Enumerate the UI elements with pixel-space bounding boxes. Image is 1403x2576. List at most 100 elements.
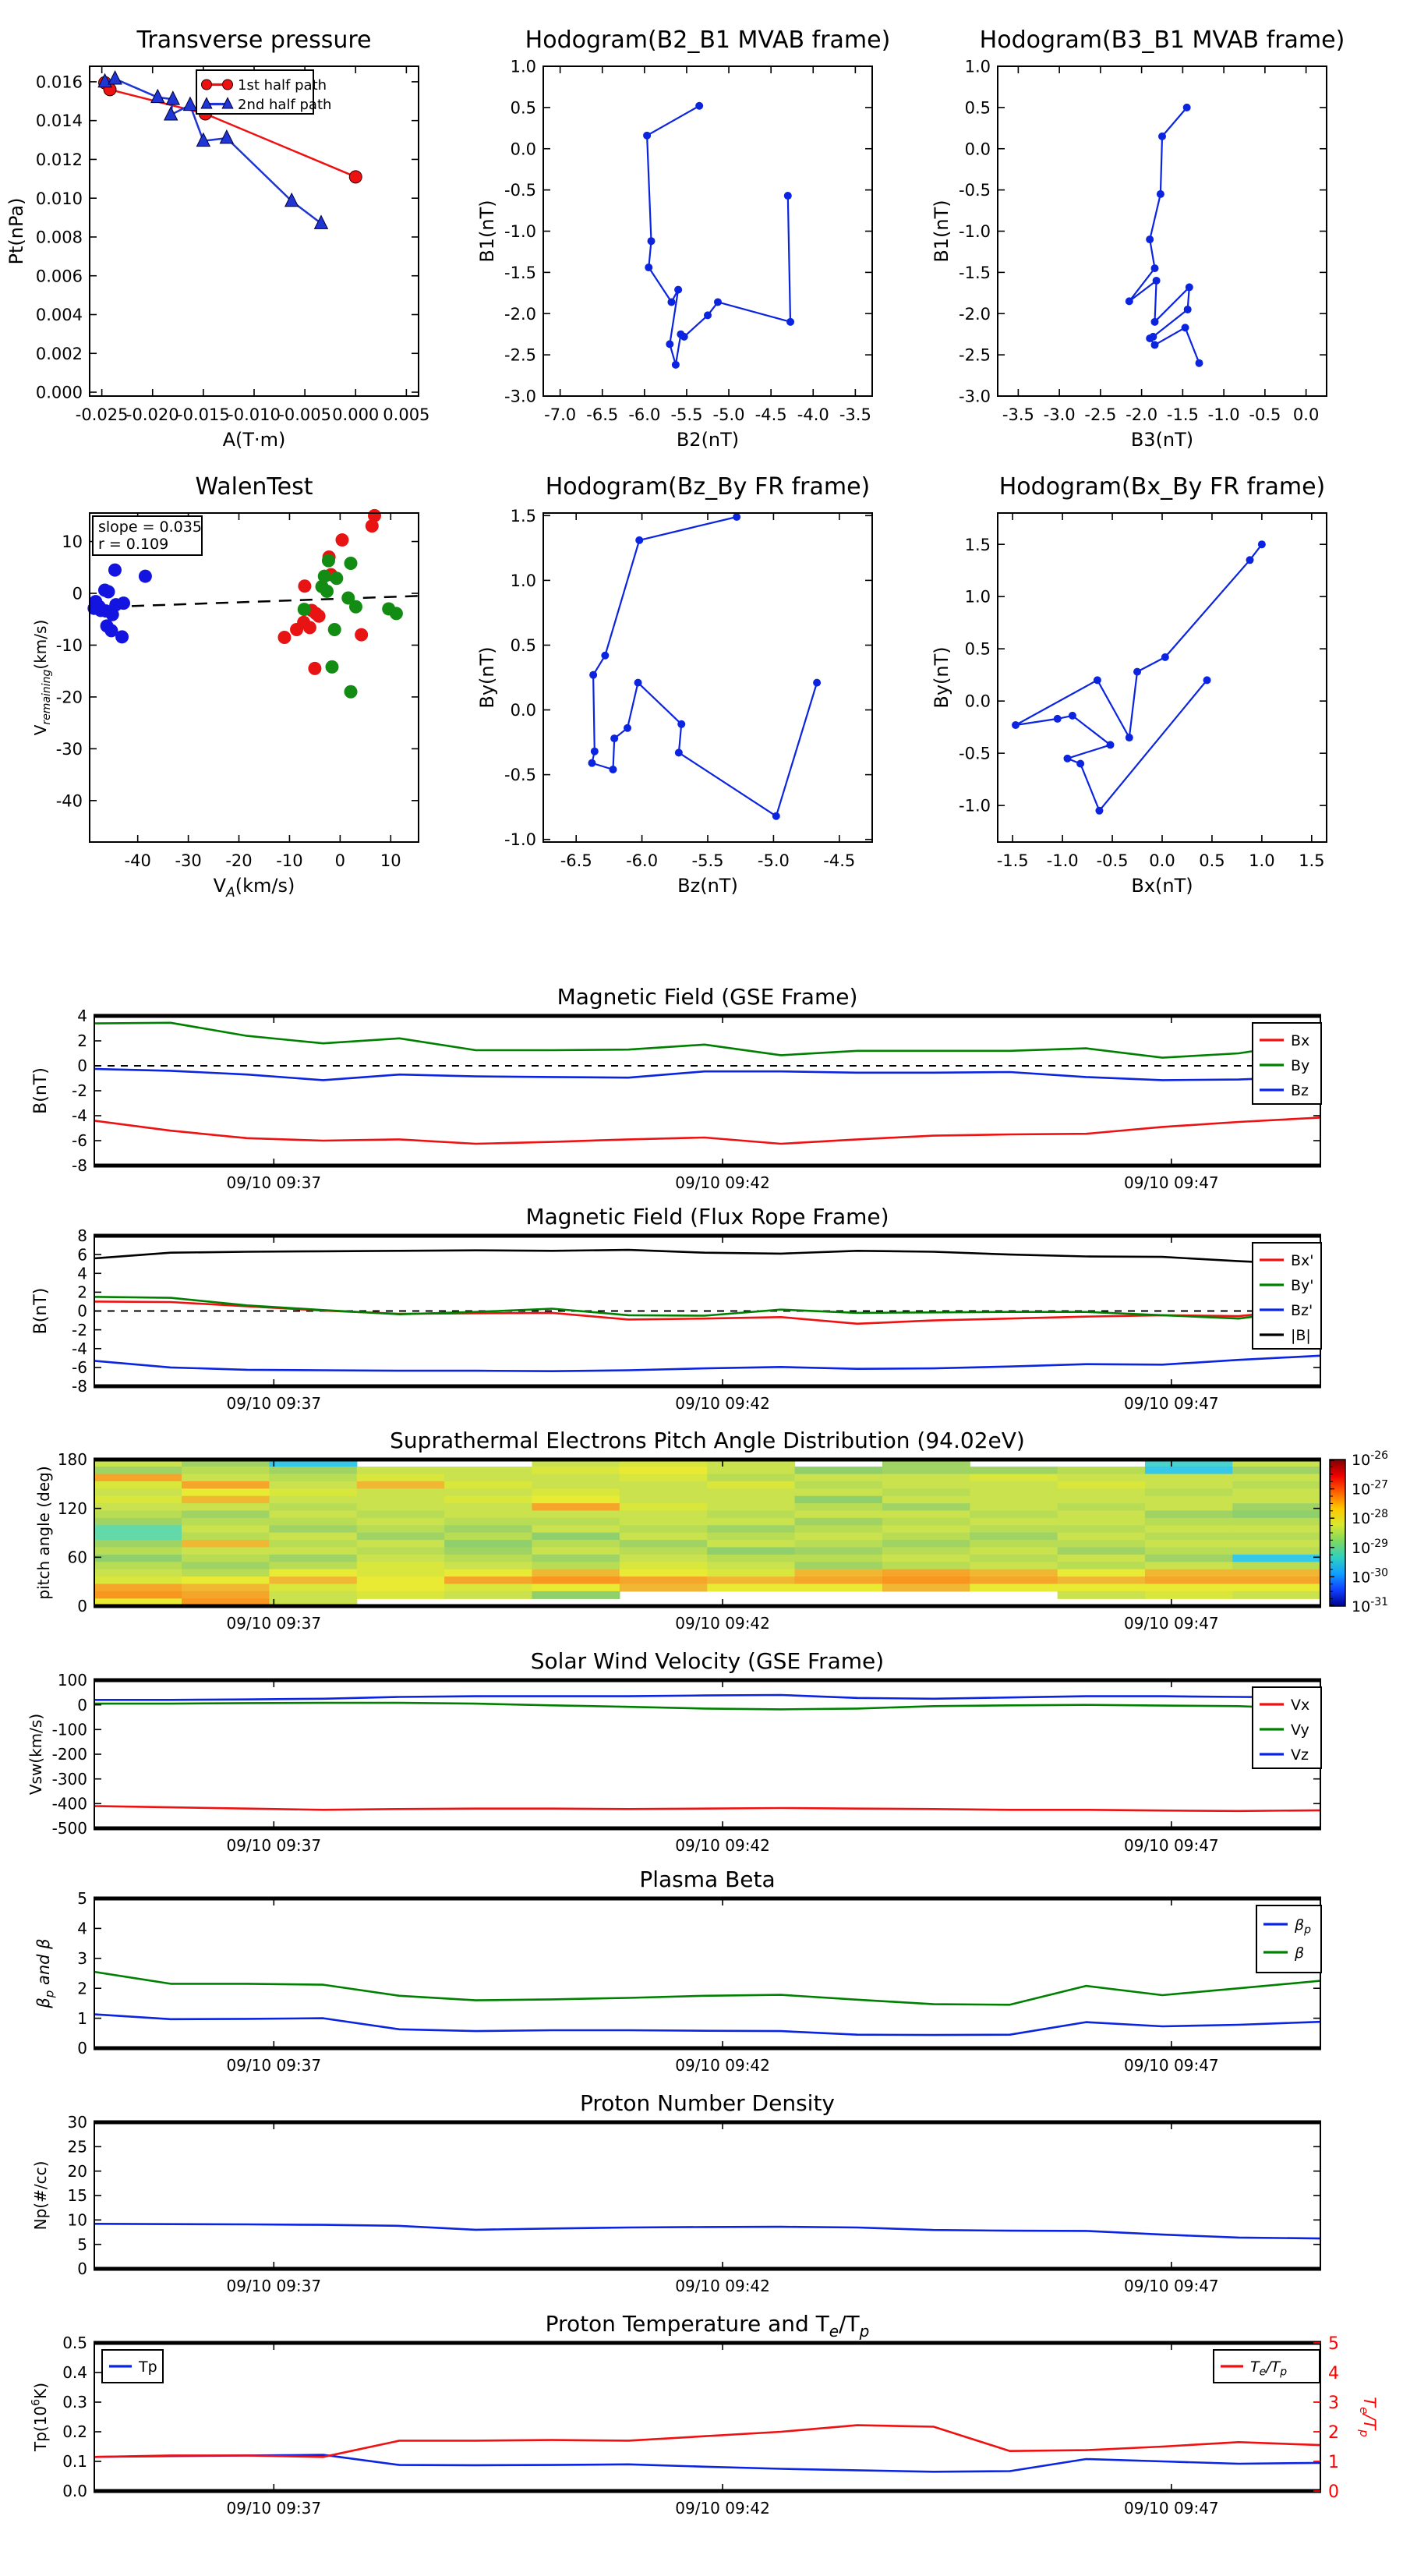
heatmap-cell — [444, 1488, 533, 1497]
heatmap-cell — [269, 1467, 358, 1475]
y-tick-label: -20 — [56, 688, 83, 706]
heatmap-cell — [444, 1540, 533, 1548]
x-tick-label: 09/10 09:47 — [1124, 1173, 1219, 1192]
heatmap-cell — [269, 1525, 358, 1534]
y-axis-label: Tp(106K) — [30, 2383, 50, 2452]
series-by-fr — [94, 1296, 1321, 1320]
y-tick-label: 0.006 — [36, 267, 83, 285]
data-point — [645, 264, 653, 272]
panel-title: Solar Wind Velocity (GSE Frame) — [531, 1648, 884, 1674]
data-point — [624, 724, 632, 732]
heatmap-cell — [182, 1503, 270, 1512]
data-point — [589, 671, 598, 679]
y-tick-label: 15 — [68, 2186, 87, 2205]
x-tick-label: 09/10 09:42 — [675, 1394, 770, 1413]
heatmap-cell — [1232, 1503, 1321, 1512]
legend-label: 2nd half path — [238, 97, 331, 113]
colorbar-tick-label: 10-29 — [1352, 1537, 1388, 1557]
legend-label: Bx — [1291, 1032, 1309, 1049]
data-point — [647, 237, 656, 246]
series-bz-gse — [94, 1067, 1321, 1081]
heatmap-cell — [619, 1481, 708, 1489]
panel-magnetic-field-flux-rope: 09/10 09:37 09/10 09:42 09/10 09:47 -8-6-4-… — [31, 1204, 1322, 1413]
heatmap-cell — [1057, 1569, 1146, 1577]
y-tick-label: -100 — [52, 1721, 87, 1739]
x-tick-label: -4.5 — [755, 405, 787, 424]
y-tick-label: -10 — [56, 636, 83, 655]
y-tick-label: 0.004 — [36, 306, 83, 324]
x-tick-label: 1.5 — [1299, 851, 1324, 870]
data-point — [674, 748, 683, 757]
data-point — [116, 596, 130, 610]
heatmap-cell — [619, 1488, 708, 1497]
data-point — [671, 360, 680, 369]
y-tick-label: 6 — [77, 1245, 87, 1264]
heatmap-cell — [1232, 1495, 1321, 1504]
data-point — [1156, 189, 1164, 198]
data-point — [1106, 741, 1115, 749]
y-tick-label: 1.0 — [965, 588, 991, 607]
heatmap-cell — [1232, 1591, 1321, 1599]
y-tick-label: -1.0 — [959, 222, 991, 241]
panel-walen-test: -40 -30 -20 -10 0 10 10 0 -10 -20 -30 -40 VA(km/s) Vr… — [31, 473, 419, 901]
data-point — [704, 311, 712, 320]
series-points-b2-b1-path — [643, 101, 795, 369]
heatmap-cell — [94, 1554, 182, 1562]
y-tick-label: 0.0 — [511, 140, 536, 158]
x-tick-label: -3.0 — [1044, 405, 1076, 424]
data-point — [1195, 359, 1203, 367]
y-tick-label: -500 — [52, 1819, 87, 1838]
right-tick-label: 5 — [1328, 2334, 1339, 2354]
heatmap-cell — [1144, 1459, 1233, 1467]
heatmap-cell — [1057, 1525, 1146, 1534]
heatmap-cell — [356, 1467, 445, 1475]
plot-frame — [997, 512, 1327, 843]
y-tick-label: 0 — [77, 1056, 87, 1075]
x-tick-label: 10 — [380, 851, 401, 870]
data-point — [1152, 276, 1161, 285]
series-vz — [94, 1693, 1321, 1701]
heatmap-cell — [1057, 1540, 1146, 1548]
data-point — [163, 106, 178, 121]
heatmap-cell — [269, 1517, 358, 1526]
heatmap-cell — [94, 1503, 182, 1512]
heatmap-cell — [970, 1576, 1058, 1585]
x-tick-label: -5.0 — [758, 851, 790, 870]
heatmap-cell — [707, 1474, 796, 1482]
y-tick-label: -0.5 — [959, 181, 991, 200]
heatmap-cell — [444, 1547, 533, 1555]
heatmap-cell — [1057, 1583, 1146, 1592]
heatmap-cell — [182, 1540, 270, 1548]
heatmap-cell — [794, 1583, 883, 1592]
heatmap-cell — [1232, 1569, 1321, 1577]
heatmap-cell — [182, 1554, 270, 1562]
heatmap-cell — [619, 1474, 708, 1482]
x-tick-label: -4.5 — [823, 851, 855, 870]
data-point — [1203, 676, 1211, 685]
heatmap-cell — [444, 1583, 533, 1592]
x-tick-label: -2.0 — [1126, 405, 1157, 424]
tick-marks — [94, 1898, 1320, 2049]
heatmap-cell — [794, 1532, 883, 1541]
y-tick-label: -2.5 — [504, 346, 536, 365]
heatmap-cell — [882, 1562, 970, 1570]
heatmap-cell — [1232, 1510, 1321, 1519]
x-tick-label: 09/10 09:47 — [1124, 2499, 1219, 2518]
heatmap-cell — [532, 1495, 620, 1504]
heatmap-cell — [1232, 1540, 1321, 1548]
data-point — [104, 624, 118, 638]
x-axis-label: B3(nT) — [1131, 429, 1193, 451]
y-tick-label: -2 — [72, 1081, 87, 1100]
data-point — [165, 90, 181, 105]
x-tick-label: -20 — [225, 851, 252, 870]
y-tick-label: 0 — [77, 1302, 87, 1321]
heatmap-cell — [882, 1547, 970, 1555]
legend-label: By — [1291, 1057, 1309, 1074]
data-point — [108, 70, 122, 85]
heatmap-cell — [707, 1547, 796, 1555]
y-tick-label: -1.0 — [959, 797, 991, 816]
heatmap-cell — [269, 1591, 358, 1599]
heatmap-cell — [707, 1495, 796, 1504]
tick-marks — [998, 513, 1327, 842]
y-tick-label: 0.0 — [62, 2482, 87, 2500]
